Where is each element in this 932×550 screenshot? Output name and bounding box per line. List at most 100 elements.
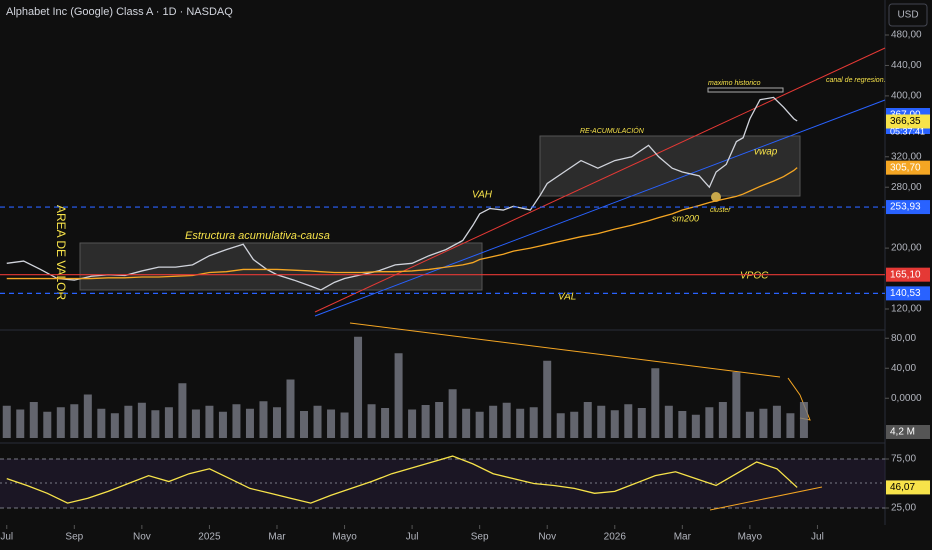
volume-bar xyxy=(327,409,336,438)
volume-bar xyxy=(394,353,403,438)
x-tick-label: Jul xyxy=(406,532,419,543)
cluster-dot xyxy=(711,192,721,202)
volume-bar xyxy=(489,405,498,438)
y-tick-label: 25,00 xyxy=(891,503,916,514)
volume-bar xyxy=(97,408,106,438)
x-tick-label: Nov xyxy=(538,532,556,543)
annotation: VAL xyxy=(558,292,576,303)
series-line xyxy=(6,167,798,280)
x-tick-label: Nov xyxy=(133,532,151,543)
trend-arrow xyxy=(349,322,781,378)
volume-bar xyxy=(218,411,227,438)
rsi-band xyxy=(0,459,885,508)
level-tag xyxy=(886,200,930,215)
volume-bar xyxy=(745,411,754,438)
x-tick-label: Jul xyxy=(0,532,13,543)
annotation: sm200 xyxy=(672,213,699,223)
y-tick-label: 200,00 xyxy=(891,243,922,254)
y-tick-label: 40,00 xyxy=(891,363,916,374)
volume-bar xyxy=(583,402,592,438)
volume-bar xyxy=(124,405,133,438)
countdown: 05:37:41 xyxy=(890,126,925,136)
series-line xyxy=(6,96,798,291)
volume-bar xyxy=(151,410,160,438)
volume-bar xyxy=(354,336,363,438)
volume-bar xyxy=(408,409,417,438)
volume-bar xyxy=(786,413,795,438)
y-tick-label: 480,00 xyxy=(891,30,922,41)
box xyxy=(79,242,483,291)
last-label: 4,2 M xyxy=(890,427,915,438)
y-tick-label: 0,0000 xyxy=(891,393,922,404)
volume-bar xyxy=(137,402,146,438)
volume-bar xyxy=(435,402,444,438)
volume-bar xyxy=(691,414,700,438)
annotation: maximo historico xyxy=(708,80,761,87)
x-tick-label: 2026 xyxy=(604,532,627,543)
annotation: canal de regresion. xyxy=(826,77,886,84)
volume-bar xyxy=(70,404,79,438)
volume-bar xyxy=(259,401,268,438)
volume-bar xyxy=(799,402,808,438)
volume-bar xyxy=(664,405,673,438)
volume-bar xyxy=(651,368,660,438)
channel-line xyxy=(314,47,886,313)
volume-bar xyxy=(178,383,187,438)
volume-bar xyxy=(543,360,552,438)
last-tag xyxy=(886,425,930,439)
last-label: 46,07 xyxy=(890,482,915,493)
level-tag xyxy=(886,114,930,129)
x-tick-label: Sep xyxy=(471,532,489,543)
volume-bar xyxy=(624,404,633,438)
annotation: Estructura acumulativa-causa xyxy=(185,230,330,242)
level-label: 140,53 xyxy=(890,288,921,299)
x-tick-label: Sep xyxy=(65,532,83,543)
volume-bar xyxy=(56,407,65,438)
annotation: RE-ACUMULACIÓN xyxy=(580,126,645,135)
volume-bar xyxy=(772,405,781,438)
volume-bar xyxy=(421,405,430,438)
volume-bar xyxy=(367,404,376,438)
volume-bar xyxy=(2,405,11,438)
annotation: cluster xyxy=(710,207,731,214)
y-tick-label: 440,00 xyxy=(891,60,922,71)
y-tick-label: 75,00 xyxy=(891,454,916,465)
volume-bar xyxy=(678,411,687,438)
volume-bar xyxy=(300,411,309,438)
x-tick-label: Jul xyxy=(811,532,824,543)
y-tick-label: 280,00 xyxy=(891,182,922,193)
volume-bar xyxy=(556,413,565,438)
volume-bar xyxy=(448,389,457,438)
volume-bar xyxy=(205,405,214,438)
channel-line xyxy=(314,99,886,317)
volume-bar xyxy=(637,408,646,438)
volume-bar xyxy=(759,408,768,438)
trend-arrow xyxy=(709,486,823,511)
volume-bar xyxy=(16,409,25,438)
volume-bar xyxy=(286,379,295,438)
volume-bar xyxy=(475,411,484,438)
x-tick-label: 2025 xyxy=(198,532,221,543)
x-tick-label: Mayo xyxy=(738,532,763,543)
level-tag xyxy=(886,267,930,282)
y-tick-label: 320,00 xyxy=(891,151,922,162)
volume-bar xyxy=(502,402,511,438)
level-label: 165,10 xyxy=(890,269,921,280)
x-tick-label: Mar xyxy=(674,532,692,543)
currency[interactable]: USD xyxy=(897,10,918,21)
title: Alphabet Inc (Google) Class A · 1D · NAS… xyxy=(6,6,233,18)
volume-bar xyxy=(43,411,52,438)
volume-bar xyxy=(164,407,173,438)
currency-button[interactable] xyxy=(888,3,928,27)
level-tag xyxy=(886,160,930,175)
annotation: vwap xyxy=(754,147,778,158)
volume-bar xyxy=(570,411,579,438)
series-line xyxy=(6,455,798,504)
volume-bar xyxy=(29,402,38,438)
volume-bar xyxy=(610,410,619,438)
annotation: VPOC xyxy=(740,271,769,282)
volume-bar xyxy=(340,412,349,438)
y-tick-label: 80,00 xyxy=(891,333,916,344)
y-tick-label: 400,00 xyxy=(891,91,922,102)
y-tick-label: 120,00 xyxy=(891,304,922,315)
